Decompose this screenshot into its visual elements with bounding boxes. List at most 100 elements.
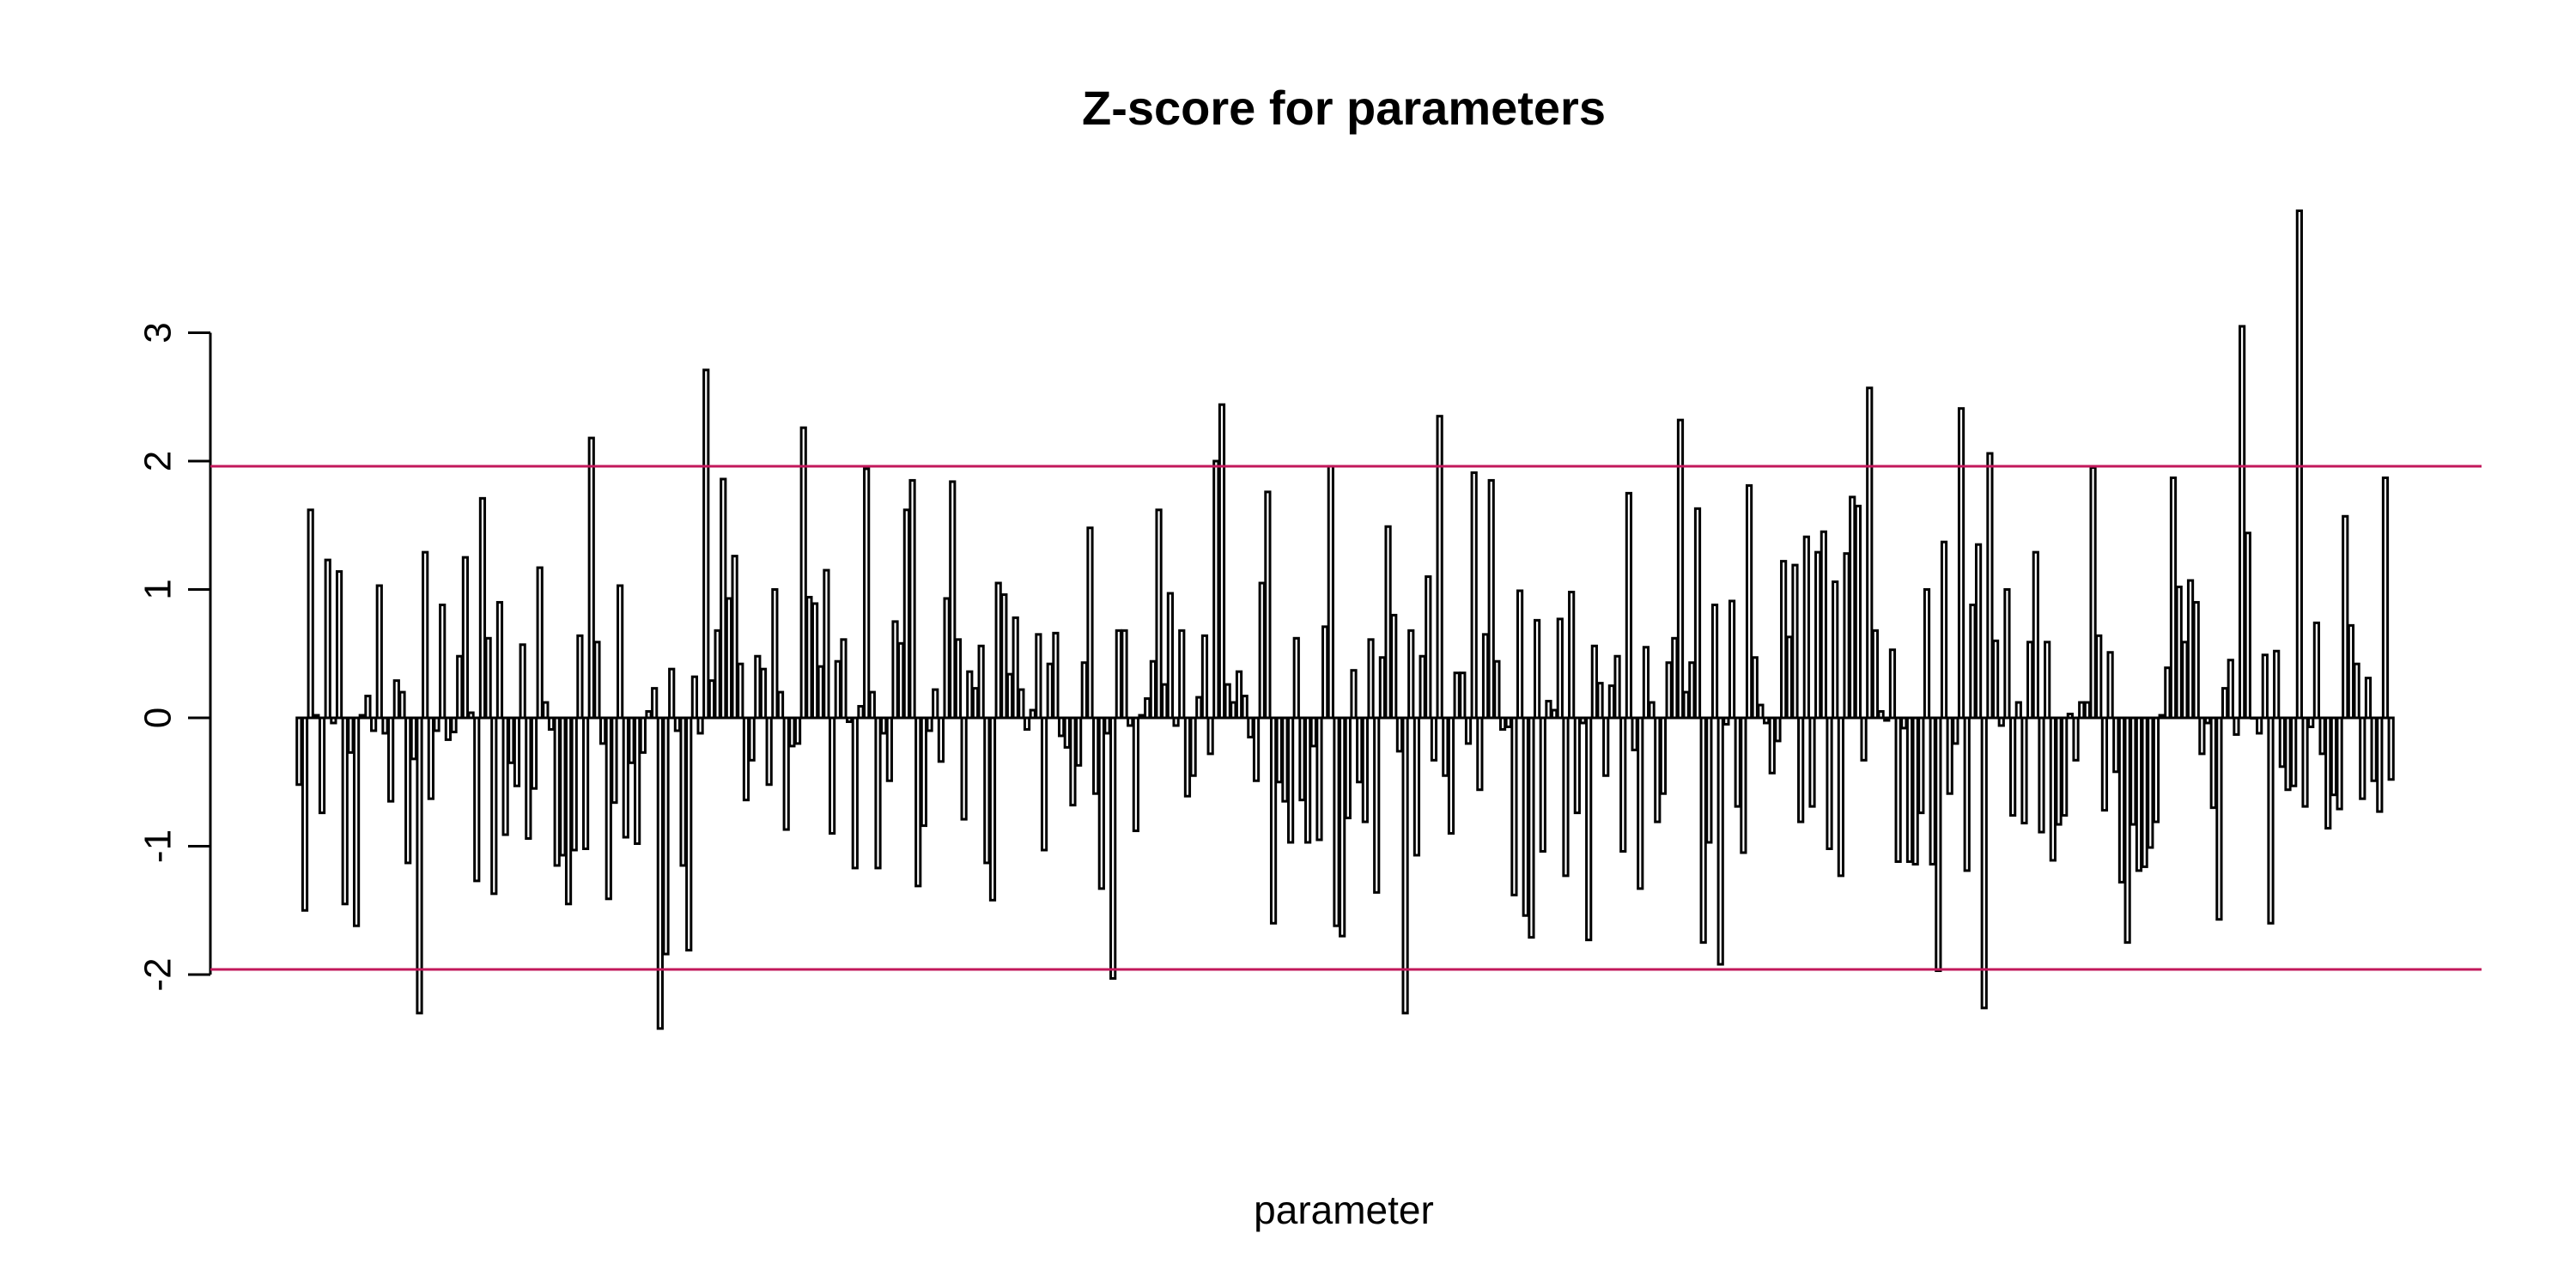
bar-344 bbox=[2261, 653, 2269, 720]
bar-125 bbox=[1005, 672, 1014, 720]
bar-202 bbox=[1447, 716, 1455, 835]
bar-219 bbox=[1545, 700, 1552, 720]
bar-181 bbox=[1327, 465, 1334, 720]
bar-166 bbox=[1241, 695, 1249, 720]
bar-132 bbox=[1046, 662, 1054, 720]
bar-175 bbox=[1292, 636, 1300, 720]
bar-14 bbox=[370, 716, 378, 732]
bar-330 bbox=[2181, 641, 2189, 720]
bar-263 bbox=[1797, 716, 1805, 823]
bar-234 bbox=[1631, 716, 1638, 751]
bar-121 bbox=[983, 716, 991, 865]
bar-33 bbox=[478, 496, 487, 720]
bar-195 bbox=[1407, 629, 1415, 720]
bar-256 bbox=[1757, 703, 1765, 720]
bar-161 bbox=[1212, 459, 1220, 720]
bar-279 bbox=[1888, 648, 1897, 720]
bar-294 bbox=[1974, 543, 1983, 720]
bar-19 bbox=[398, 690, 406, 720]
bar-140 bbox=[1092, 716, 1100, 795]
bar-15 bbox=[375, 584, 383, 720]
bar-206 bbox=[1470, 471, 1478, 720]
bar-296 bbox=[1986, 452, 1994, 720]
bar-337 bbox=[2221, 687, 2229, 720]
bar-171 bbox=[1269, 716, 1278, 925]
bar-29 bbox=[456, 654, 464, 720]
bar-48 bbox=[564, 716, 573, 906]
bar-141 bbox=[1097, 716, 1105, 890]
bar-134 bbox=[1057, 716, 1066, 738]
bar-124 bbox=[1000, 592, 1008, 720]
bar-238 bbox=[1654, 716, 1662, 823]
bar-324 bbox=[2147, 716, 2154, 849]
bar-198 bbox=[1425, 575, 1432, 720]
bar-100 bbox=[863, 467, 871, 720]
bar-300 bbox=[2009, 716, 2017, 817]
bar-88 bbox=[793, 716, 802, 745]
bar-191 bbox=[1384, 525, 1392, 720]
bar-188 bbox=[1367, 638, 1375, 720]
bar-72 bbox=[702, 368, 710, 720]
bar-353 bbox=[2312, 621, 2321, 720]
bar-224 bbox=[1573, 716, 1581, 815]
bar-321 bbox=[2129, 716, 2137, 826]
bar-27 bbox=[444, 716, 452, 741]
bar-136 bbox=[1069, 716, 1077, 807]
bar-115 bbox=[949, 480, 957, 720]
bar-302 bbox=[2020, 716, 2028, 825]
bar-32 bbox=[473, 716, 481, 883]
bar-95 bbox=[834, 659, 841, 720]
bar-42 bbox=[530, 716, 538, 790]
bar-275 bbox=[1866, 386, 1874, 720]
bar-267 bbox=[1820, 530, 1827, 720]
bar-347 bbox=[2278, 716, 2286, 769]
bar-106 bbox=[897, 641, 905, 720]
x-axis-label: parameter bbox=[1254, 1188, 1434, 1232]
bar-66 bbox=[668, 667, 676, 720]
bar-184 bbox=[1344, 716, 1352, 820]
bar-214 bbox=[1516, 589, 1524, 720]
bar-216 bbox=[1528, 716, 1535, 939]
bar-286 bbox=[1929, 716, 1936, 866]
bar-162 bbox=[1218, 403, 1226, 720]
bar-248 bbox=[1710, 603, 1719, 720]
bar-288 bbox=[1940, 540, 1948, 720]
bar-361 bbox=[2359, 716, 2366, 800]
bar-94 bbox=[829, 716, 836, 835]
bar-305 bbox=[2038, 716, 2045, 834]
bar-292 bbox=[1963, 716, 1971, 872]
bar-46 bbox=[553, 716, 561, 867]
bar-336 bbox=[2215, 716, 2223, 921]
bar-359 bbox=[2347, 623, 2355, 720]
bar-212 bbox=[1504, 716, 1512, 728]
y-tick-label-1: 1 bbox=[137, 579, 179, 599]
bar-63 bbox=[651, 687, 659, 720]
bar-323 bbox=[2141, 716, 2148, 868]
bar-329 bbox=[2175, 586, 2183, 720]
bar-87 bbox=[788, 716, 796, 748]
bar-247 bbox=[1705, 716, 1713, 844]
bar-11 bbox=[352, 716, 361, 927]
bar-123 bbox=[994, 581, 1002, 720]
bar-91 bbox=[811, 602, 819, 720]
bar-320 bbox=[2123, 716, 2131, 945]
bar-41 bbox=[525, 716, 532, 841]
bar-144 bbox=[1115, 629, 1122, 720]
bar-312 bbox=[2078, 701, 2086, 720]
bar-273 bbox=[1854, 504, 1862, 720]
bar-73 bbox=[708, 679, 716, 720]
bar-174 bbox=[1286, 716, 1295, 844]
bar-76 bbox=[725, 597, 733, 720]
bar-346 bbox=[2273, 649, 2281, 720]
bar-64 bbox=[656, 716, 664, 1030]
bar-113 bbox=[937, 716, 945, 763]
bar-93 bbox=[823, 568, 830, 720]
bar-84 bbox=[771, 588, 779, 720]
bar-316 bbox=[2100, 716, 2109, 812]
bar-230 bbox=[1607, 684, 1615, 720]
bar-190 bbox=[1378, 656, 1386, 720]
bar-293 bbox=[1969, 603, 1977, 720]
bar-182 bbox=[1333, 716, 1340, 927]
bar-18 bbox=[392, 679, 400, 720]
bar-169 bbox=[1258, 581, 1266, 720]
